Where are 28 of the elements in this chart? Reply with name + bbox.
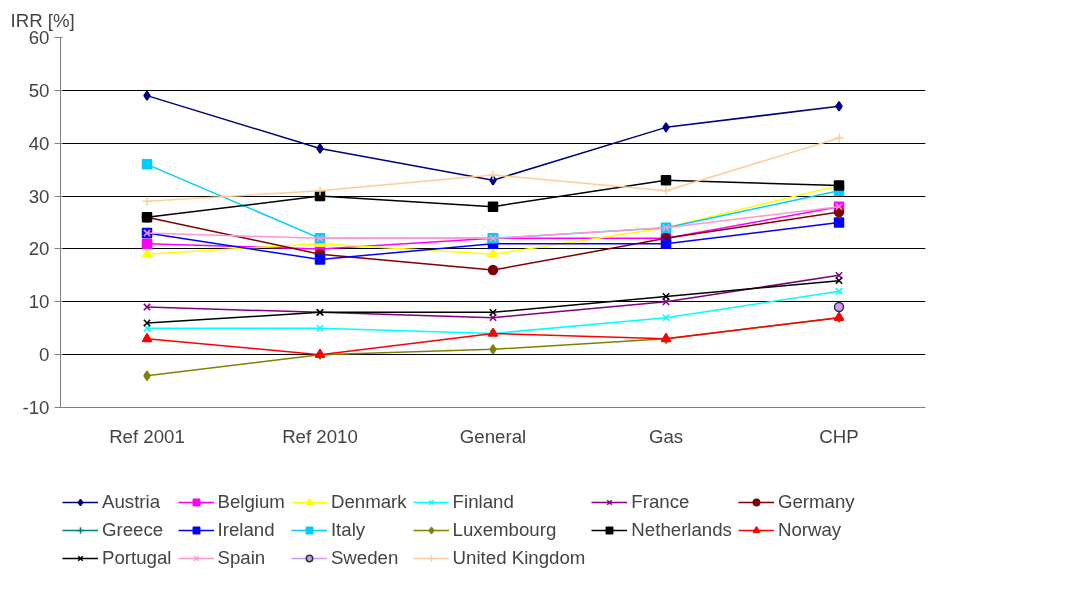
- x-tick-label: Ref 2010: [282, 425, 358, 447]
- y-tick-label: 20: [28, 238, 50, 260]
- y-tick-label: 40: [28, 132, 50, 154]
- x-tick-label: Ref 2001: [109, 425, 185, 447]
- x-tick-label: General: [459, 425, 527, 447]
- legend-label: Belgium: [217, 491, 285, 513]
- legend-label: Spain: [217, 547, 266, 569]
- legend-label: Greece: [102, 519, 164, 541]
- legend-label: Ireland: [217, 519, 275, 541]
- y-tick-label: -10: [22, 397, 50, 418]
- y-tick-label: 50: [28, 79, 50, 101]
- legend-label: United Kingdom: [452, 547, 586, 569]
- legend-label: France: [631, 491, 690, 513]
- legend-label: Luxembourg: [452, 519, 557, 541]
- legend-label: Denmark: [330, 491, 407, 513]
- legend-label: Netherlands: [631, 519, 732, 541]
- legend-label: Germany: [777, 491, 855, 513]
- y-tick-label: 0: [39, 344, 50, 366]
- x-tick-label: Gas: [648, 425, 684, 447]
- legend-label: Sweden: [330, 547, 399, 569]
- legend-label: Norway: [777, 519, 842, 541]
- x-tick-label: CHP: [819, 425, 859, 447]
- legend-label: Italy: [330, 519, 366, 541]
- legend-label: Portugal: [102, 547, 172, 569]
- y-tick-label: 10: [28, 291, 50, 313]
- y-tick-label: 30: [28, 185, 50, 207]
- legend-label: Finland: [452, 491, 514, 513]
- legend-label: Austria: [102, 491, 161, 513]
